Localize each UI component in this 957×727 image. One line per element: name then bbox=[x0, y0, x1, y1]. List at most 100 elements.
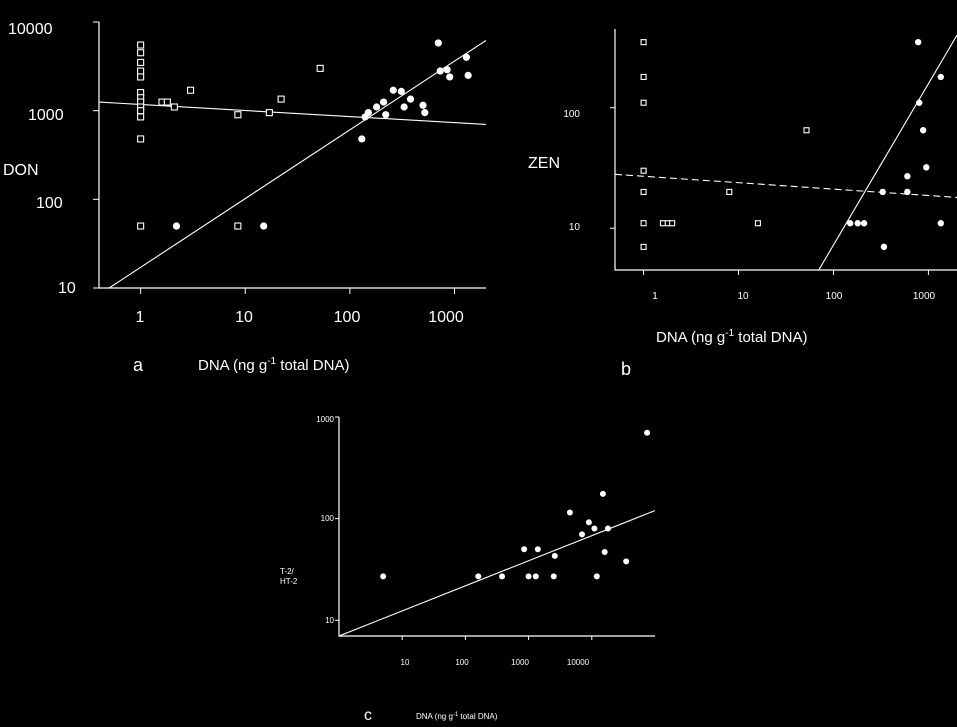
panel-c-point-circle bbox=[591, 525, 598, 532]
panel-a-point-square bbox=[137, 49, 145, 57]
panel-c-point-circle bbox=[534, 546, 541, 553]
panel-b-point-square bbox=[640, 188, 647, 195]
panel-c-xtick-10000: 10000 bbox=[567, 658, 590, 667]
panel-b-point-square bbox=[669, 220, 676, 227]
panel-c-letter: c bbox=[364, 707, 372, 724]
panel-a-point-circle bbox=[443, 66, 451, 74]
panel-a-point-square bbox=[234, 222, 242, 230]
panel-a-point-square bbox=[137, 113, 145, 121]
panel-a-point-square bbox=[137, 58, 145, 66]
panel-a-point-square bbox=[234, 111, 242, 119]
panel-c-ytick-1000: 1000 bbox=[316, 415, 334, 424]
panel-a-point-square bbox=[187, 86, 195, 94]
panel-b-point-circle bbox=[937, 220, 944, 227]
panel-a-point-circle bbox=[419, 101, 427, 109]
panel-b-xtick-10: 10 bbox=[737, 291, 749, 302]
panel-b-axes bbox=[614, 29, 957, 271]
panel-b-point-circle bbox=[860, 220, 868, 227]
panel-c-point-circle bbox=[593, 573, 600, 580]
panel-a-point-square bbox=[316, 64, 324, 72]
panel-a-point-circle bbox=[397, 87, 405, 95]
panel-a-point-circle bbox=[379, 98, 388, 106]
panel-a-point-square bbox=[137, 107, 145, 115]
panel-b-point-square bbox=[640, 220, 647, 227]
panel-a-ytick-1000: 1000 bbox=[28, 107, 64, 124]
panel-b-point-square bbox=[726, 188, 733, 195]
panel-a-point-square bbox=[137, 73, 145, 81]
panel-c-point-circle bbox=[579, 531, 586, 538]
panel-a-point-circle bbox=[436, 67, 444, 75]
panel-a-letter: a bbox=[133, 355, 144, 375]
panel-a-point-square bbox=[265, 109, 273, 117]
panel-c-xtick-10: 10 bbox=[401, 658, 410, 667]
panel-b-point-circle bbox=[879, 188, 886, 196]
panel-a-xtick-1000: 1000 bbox=[428, 309, 464, 326]
panel-a-point-circle bbox=[462, 53, 471, 61]
panel-a-point-square bbox=[137, 41, 145, 49]
panel-c-point-circle bbox=[380, 573, 387, 580]
panel-a-point-square bbox=[277, 95, 285, 103]
panel-a-point-circle bbox=[446, 73, 454, 81]
panel-b-point-square bbox=[803, 127, 810, 134]
panel-a-point-circle bbox=[172, 222, 181, 230]
panel-b-point-circle bbox=[923, 164, 930, 171]
panel-c-point-circle bbox=[525, 573, 532, 580]
panel-c-ylabel-line2: HT-2 bbox=[280, 577, 298, 586]
panel-c-point-circle bbox=[601, 548, 608, 555]
panel-c-point-circle bbox=[644, 429, 651, 436]
panel-b-point-circle bbox=[854, 220, 861, 227]
panel-a-point-circle bbox=[400, 103, 408, 111]
panel-a-point-circle bbox=[406, 95, 415, 103]
panel-a-fit-line-0 bbox=[99, 101, 486, 125]
panel-b-point-circle bbox=[937, 73, 944, 81]
panel-c-ytick-100: 100 bbox=[321, 514, 335, 523]
panel-a-point-square bbox=[137, 67, 145, 75]
panel-b-point-circle bbox=[846, 220, 854, 227]
panel-a-ytick-10: 10 bbox=[58, 280, 76, 297]
panel-b-xtick-100: 100 bbox=[826, 291, 843, 302]
panel-a-point-circle bbox=[389, 86, 397, 94]
panel-b-point-circle bbox=[919, 127, 927, 134]
panel-a-point-circle bbox=[364, 109, 372, 117]
panel-c-point-circle bbox=[551, 552, 558, 559]
panel-a-fit-line-1 bbox=[108, 39, 486, 288]
panel-c-point-circle bbox=[566, 509, 573, 516]
panel-a-point-circle bbox=[434, 39, 442, 47]
panel-b-letter: b bbox=[621, 359, 631, 379]
panel-a-point-circle bbox=[464, 71, 472, 79]
panel-c-point-circle bbox=[499, 573, 506, 580]
panel-b-xtick-1: 1 bbox=[652, 291, 658, 302]
panel-b-fit-line-1 bbox=[818, 34, 957, 270]
panel-c-point-circle bbox=[599, 490, 606, 497]
panel-b-point-circle bbox=[904, 173, 911, 180]
panel-c-point-circle bbox=[550, 573, 557, 580]
panel-c-point-circle bbox=[604, 525, 611, 532]
panel-c-xlabel: DNA (ng g-1 total DNA) bbox=[416, 712, 498, 721]
panel-b-ytick-100: 100 bbox=[563, 109, 580, 120]
panel-c-fit-line-0 bbox=[339, 510, 655, 636]
panel-b-point-square bbox=[640, 99, 647, 106]
panel-a-point-square bbox=[163, 98, 171, 106]
panel-a-point-circle bbox=[421, 109, 429, 117]
panel-b-point-square bbox=[640, 39, 647, 46]
panel-b-ylabel: ZEN bbox=[528, 155, 560, 172]
panel-a-xtick-100: 100 bbox=[334, 309, 361, 326]
panel-a-point-circle bbox=[372, 103, 381, 111]
panel-b-xtick-1000: 1000 bbox=[913, 291, 936, 302]
panel-b-xlabel: DNA (ng g-1 total DNA) bbox=[656, 328, 807, 346]
panel-b-point-square bbox=[754, 220, 761, 227]
panel-b-ytick-10: 10 bbox=[569, 222, 581, 233]
panel-c-xtick-1000: 1000 bbox=[511, 658, 529, 667]
panel-a-point-square bbox=[137, 135, 145, 143]
panel-a-ylabel: DON bbox=[3, 162, 39, 179]
panel-a-point-square bbox=[137, 222, 145, 230]
panel-a-point-circle bbox=[382, 111, 390, 119]
panel-b-point-square bbox=[659, 220, 667, 227]
panel-a-point-square bbox=[170, 103, 178, 111]
panel-b-point-circle bbox=[880, 243, 888, 251]
panel-c: 1000 100 10 T-2/ HT-2 10 100 1000 10000 … bbox=[280, 415, 655, 724]
panel-c-point-circle bbox=[623, 558, 630, 565]
panel-b-point-square bbox=[640, 73, 647, 81]
panel-a-point-circle bbox=[358, 135, 366, 143]
